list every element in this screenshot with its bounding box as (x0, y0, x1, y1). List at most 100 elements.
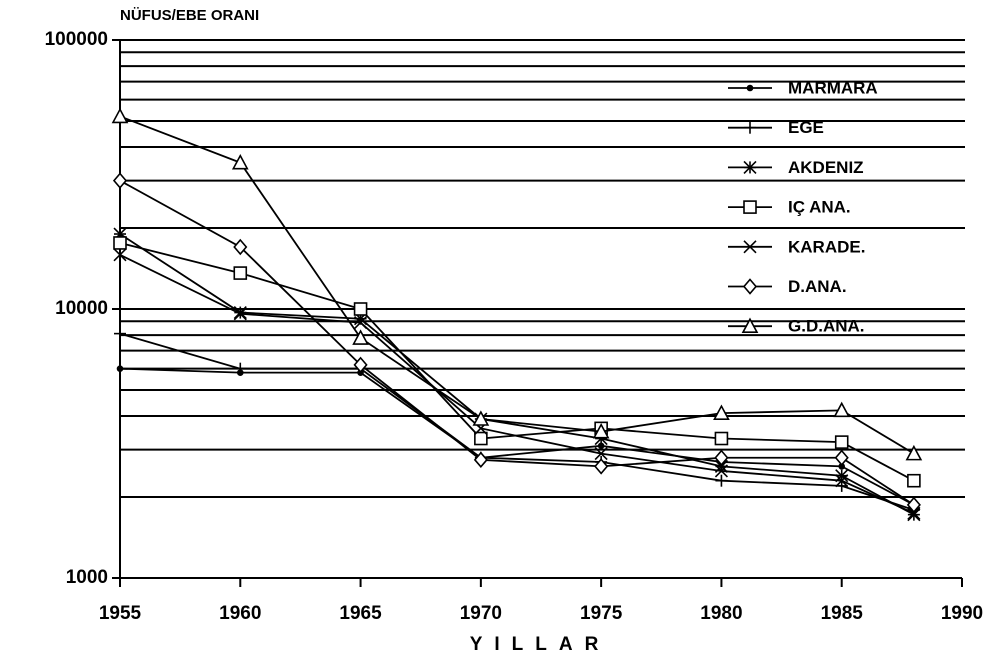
legend-label: KARADE. (788, 237, 865, 256)
y-tick-label: 100000 (45, 29, 108, 50)
marker-triangle (905, 444, 923, 461)
marker-triangle (111, 107, 129, 124)
series-line (119, 367, 915, 506)
marker-diamond (906, 496, 921, 514)
marker-square (113, 236, 127, 250)
marker-square (714, 431, 729, 446)
marker-plus (715, 474, 728, 487)
x-tick-label: 1960 (219, 603, 261, 624)
y-tick-label: 1000 (66, 567, 108, 588)
marker-diamond (353, 356, 368, 374)
marker-stroke (743, 240, 757, 254)
series-line (119, 242, 915, 482)
marker-plus (835, 479, 848, 492)
marker-triangle (231, 153, 249, 170)
marker-diamond (473, 451, 488, 469)
marker-dot (746, 84, 754, 92)
marker-cross (594, 447, 608, 461)
x-tick-label: 1980 (700, 603, 742, 624)
marker-diamond (233, 238, 248, 256)
marker-diamond (714, 449, 729, 466)
x-tick-label: 1970 (460, 603, 502, 624)
marker-diamond (834, 449, 849, 466)
marker-triangle (833, 401, 851, 418)
series-line (119, 332, 915, 511)
marker-square (474, 431, 488, 446)
legend-label: AKDENIZ (788, 158, 864, 177)
marker-triangle (592, 422, 610, 439)
marker-diamond (594, 458, 609, 475)
legend-label: IÇ ANA. (788, 198, 851, 217)
marker-triangle (905, 444, 923, 461)
marker-triangle (111, 107, 129, 124)
marker-diamond (353, 356, 368, 374)
x-tick-label: 1965 (339, 603, 382, 624)
legend-label: G.D.ANA. (788, 317, 865, 336)
marker-diamond (714, 449, 729, 466)
marker-star (743, 160, 757, 174)
marker-square (233, 266, 248, 280)
marker-cross (233, 307, 247, 321)
marker-triangle (713, 404, 730, 420)
marker-stroke (233, 307, 247, 321)
series-line (119, 254, 915, 515)
series-line (119, 115, 915, 455)
marker-diamond (112, 172, 128, 189)
marker-square (714, 431, 729, 446)
marker-stroke (907, 508, 921, 522)
y-tick-label: 10000 (55, 298, 108, 319)
marker-triangle (352, 329, 369, 345)
marker-stroke (743, 160, 757, 174)
marker-square (743, 200, 757, 214)
x-tick-label: 1985 (821, 603, 864, 624)
marker-cross (354, 316, 368, 330)
marker-triangle (833, 401, 851, 418)
marker-square (113, 236, 127, 250)
marker-square (233, 266, 248, 280)
marker-stroke (594, 447, 608, 461)
x-tick-label: 1990 (941, 603, 983, 624)
marker-cross (743, 240, 757, 254)
marker-square (353, 302, 368, 316)
marker-triangle (741, 317, 759, 334)
marker-plus (234, 362, 247, 375)
marker-diamond (473, 451, 488, 469)
marker-diamond (834, 449, 849, 466)
marker-stroke (354, 316, 368, 330)
marker-triangle (741, 317, 759, 334)
marker-diamond (906, 496, 921, 514)
marker-dot (116, 365, 124, 372)
marker-stroke (907, 506, 921, 520)
marker-square (743, 200, 757, 214)
legend-label: EGE (788, 118, 824, 137)
y-axis-label: NÜFUS/EBE ORANI (120, 7, 259, 24)
marker-stroke (714, 464, 728, 478)
marker-triangle (472, 410, 490, 426)
marker-triangle (231, 153, 249, 170)
marker-diamond (742, 278, 758, 295)
x-tick-label: 1975 (580, 603, 623, 624)
marker-square (834, 435, 849, 449)
marker-diamond (742, 278, 758, 295)
marker-triangle (472, 410, 490, 426)
marker-plus (114, 327, 126, 340)
legend-label: MARMARA (788, 78, 878, 97)
x-axis-label: YILLAR (470, 634, 611, 655)
marker-dot (746, 84, 754, 92)
series-line (119, 179, 915, 506)
marker-diamond (112, 172, 128, 189)
legend-label: D.ANA. (788, 277, 847, 296)
marker-cross (835, 474, 849, 488)
series-line (119, 233, 915, 516)
marker-triangle (352, 329, 369, 345)
marker-diamond (233, 238, 248, 256)
marker-square (907, 473, 921, 488)
marker-square (834, 435, 849, 449)
marker-square (353, 302, 368, 316)
marker-triangle (713, 404, 730, 420)
marker-triangle (592, 422, 610, 439)
marker-dot (116, 365, 124, 372)
marker-plus (744, 121, 756, 134)
marker-stroke (233, 305, 247, 320)
